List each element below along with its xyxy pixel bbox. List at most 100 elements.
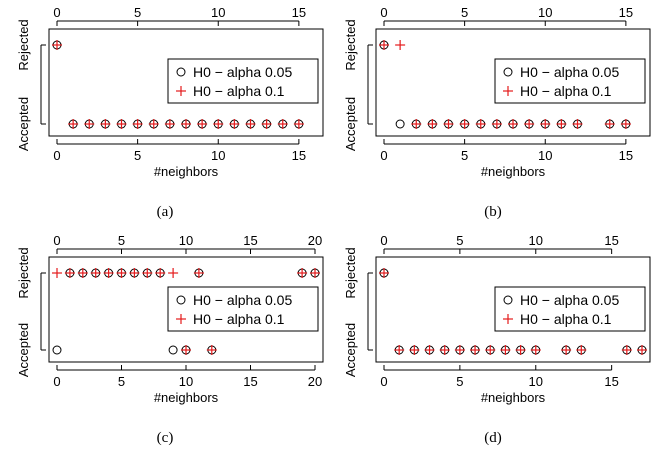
x-axis-label: #neighbors <box>154 390 219 405</box>
data-point-plus <box>213 119 224 129</box>
legend: H0 − alpha 0.05 H0 − alpha 0.1 <box>494 58 646 104</box>
y-tick-label-accepted: Accepted <box>343 323 358 377</box>
x-axis-label: #neighbors <box>481 390 546 405</box>
data-point-circle <box>395 119 405 129</box>
legend-marker-circle <box>176 67 186 77</box>
data-point-plus <box>297 268 308 278</box>
data-point-plus <box>206 345 217 355</box>
plot-frame <box>375 28 651 137</box>
bottom-tick-label: 15 <box>292 148 306 163</box>
plot-frame <box>375 256 651 363</box>
legend-entry-label: H0 − alpha 0.05 <box>193 64 292 80</box>
data-point-plus <box>64 268 75 278</box>
bottom-tick-label: 15 <box>619 148 633 163</box>
data-point-plus <box>576 345 587 355</box>
data-point-plus <box>197 119 208 129</box>
data-point-plus <box>515 345 526 355</box>
top-tick-label: 0 <box>53 5 60 20</box>
data-point-plus <box>116 268 127 278</box>
data-point-plus <box>485 345 496 355</box>
top-tick-label: 10 <box>211 5 225 20</box>
legend-box <box>167 58 319 104</box>
bottom-tick-label: 5 <box>118 374 125 389</box>
top-tick-label: 10 <box>538 5 552 20</box>
x-axis-label: #neighbors <box>481 164 546 179</box>
data-point-plus <box>475 119 486 129</box>
data-point-circle <box>52 345 62 355</box>
data-point-plus <box>181 345 191 355</box>
top-tick-label: 5 <box>461 5 468 20</box>
y-tick-label-rejected: Rejected <box>16 19 31 70</box>
data-point-plus <box>77 268 88 278</box>
bottom-tick-label: 10 <box>529 374 543 389</box>
data-point-plus <box>491 119 502 129</box>
panel-caption: (b) <box>484 204 502 220</box>
top-tick-label: 5 <box>118 233 125 248</box>
data-point-plus <box>604 119 615 129</box>
legend-marker-circle <box>176 295 186 305</box>
top-tick-label: 15 <box>292 5 306 20</box>
top-tick-label: 15 <box>619 5 633 20</box>
y-tick-label-rejected: Rejected <box>343 247 358 298</box>
data-point-plus <box>116 119 127 129</box>
chart-panel-3: 0 0 5 5 10 10 15 15 20 20 Rejected Accepted #neighbo… <box>16 233 324 446</box>
top-tick-label: 5 <box>456 233 463 248</box>
data-point-plus <box>164 119 175 129</box>
x-axis-label: #neighbors <box>154 164 219 179</box>
legend: H0 − alpha 0.05 H0 − alpha 0.1 <box>167 286 319 332</box>
bottom-tick-label: 10 <box>538 148 552 163</box>
bottom-tick-label: 10 <box>179 374 193 389</box>
data-point-plus <box>129 268 140 278</box>
legend: H0 − alpha 0.05 H0 − alpha 0.1 <box>494 286 646 332</box>
top-tick-label: 15 <box>604 233 618 248</box>
bottom-tick-label: 0 <box>53 148 60 163</box>
top-tick-label: 0 <box>380 233 387 248</box>
data-point-plus <box>229 119 240 129</box>
legend-entry-label: H0 − alpha 0.1 <box>520 83 612 99</box>
data-point-plus <box>556 119 567 129</box>
bottom-tick-label: 0 <box>380 374 387 389</box>
bottom-tick-label: 15 <box>243 374 257 389</box>
top-tick-label: 5 <box>134 5 141 20</box>
data-point-plus <box>470 345 481 355</box>
top-tick-label: 20 <box>308 233 322 248</box>
bottom-tick-label: 0 <box>53 374 60 389</box>
panel-caption: (a) <box>157 204 174 220</box>
data-point-plus <box>572 119 583 129</box>
data-point-plus <box>168 268 179 278</box>
y-tick-label-rejected: Rejected <box>343 19 358 70</box>
y-tick-label-accepted: Accepted <box>16 97 31 151</box>
y-tick-label-accepted: Accepted <box>343 97 358 151</box>
data-point-plus <box>100 119 111 129</box>
data-point-plus <box>293 119 304 129</box>
data-point-plus <box>132 119 143 129</box>
data-point-plus <box>561 345 572 355</box>
chart-panel-1: 0 0 5 5 10 10 15 15 Rejected Accepted #neighbors H0… <box>16 5 324 220</box>
legend-entry-label: H0 − alpha 0.1 <box>193 83 285 99</box>
data-point-plus <box>379 40 389 50</box>
data-point-plus <box>439 345 450 355</box>
data-point-plus <box>395 40 406 50</box>
data-point-plus <box>427 119 438 129</box>
data-point-plus <box>379 268 389 278</box>
data-point-plus <box>261 119 272 129</box>
data-point-plus <box>411 119 422 129</box>
bottom-tick-label: 10 <box>211 148 225 163</box>
data-point-plus <box>620 119 631 129</box>
data-point-plus <box>277 119 288 129</box>
panel-caption: (c) <box>157 430 174 446</box>
legend-box <box>494 58 646 104</box>
plot-frame <box>48 28 324 137</box>
data-point-plus <box>443 119 454 129</box>
y-tick-label-rejected: Rejected <box>16 247 31 298</box>
legend-entry-label: H0 − alpha 0.1 <box>193 311 285 327</box>
data-point-plus <box>181 119 191 129</box>
bottom-tick-label: 15 <box>604 374 618 389</box>
legend-box <box>494 286 646 332</box>
data-point-plus <box>68 119 79 129</box>
bottom-tick-label: 0 <box>380 148 387 163</box>
data-point-plus <box>424 345 435 355</box>
data-point-plus <box>459 119 470 129</box>
plot-frame <box>48 256 324 363</box>
